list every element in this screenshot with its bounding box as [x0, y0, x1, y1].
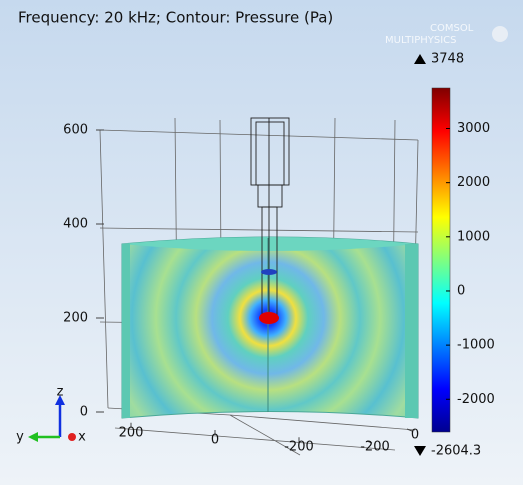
colorbar-tick-label: -1000 — [457, 338, 495, 353]
logo-line: MULTIPHYSICS — [385, 35, 456, 46]
cylinder-edge — [122, 244, 130, 418]
y-tick-label: 200 — [119, 425, 144, 440]
x-tick — [366, 440, 373, 444]
colorbar-tick-label: -2000 — [457, 392, 495, 407]
plot-title: Frequency: 20 kHz; Contour: Pressure (Pa… — [18, 9, 333, 27]
min-arrow — [414, 446, 426, 456]
colorbar-tick-label: 2000 — [457, 175, 490, 190]
z-tick-label: 600 — [63, 123, 88, 138]
x-tick — [406, 428, 413, 432]
hot-spot — [259, 312, 279, 324]
z-tick-label: 0 — [80, 405, 88, 420]
colorbar-tick-label: 3000 — [457, 121, 490, 136]
triad-label: z — [57, 385, 64, 400]
triad-label: x — [78, 430, 86, 445]
x-tick-label: 0 — [411, 428, 419, 443]
node — [261, 269, 277, 275]
cylinder-top — [122, 237, 418, 251]
colorbar-max: 3748 — [431, 52, 464, 67]
z-tick-label: 200 — [63, 311, 88, 326]
logo-icon — [492, 26, 508, 42]
colorbar — [431, 87, 451, 433]
logo-line: COMSOL — [430, 23, 474, 34]
x-dot — [68, 433, 76, 441]
x-tick-label: -200 — [360, 440, 390, 455]
colorbar-tick-label: 0 — [457, 283, 465, 298]
colorbar-tick-label: 1000 — [457, 229, 490, 244]
y-tick-label: 0 — [211, 433, 219, 448]
triad: z y x — [16, 385, 86, 445]
cylinder-edge — [405, 244, 418, 418]
y-arrow-head — [28, 432, 38, 442]
half-cylinder — [121, 236, 419, 419]
z-tick-label: 400 — [63, 217, 88, 232]
z-arrow-head — [55, 395, 65, 405]
max-arrow — [414, 54, 426, 64]
y-tick-label: -200 — [284, 440, 314, 455]
triad-label: y — [16, 430, 24, 445]
colorbar-min: -2604.3 — [431, 444, 481, 459]
